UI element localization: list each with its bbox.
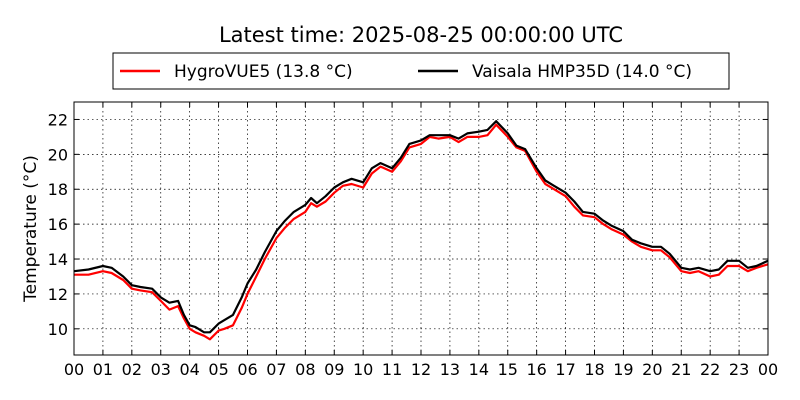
chart-title: Latest time: 2025-08-25 00:00:00 UTC [219, 23, 623, 47]
x-tick-label: 15 [498, 360, 518, 379]
x-tick-label: 00 [758, 360, 778, 379]
x-tick-label: 02 [122, 360, 142, 379]
series-layer [73, 120, 769, 341]
x-tick-label: 20 [642, 360, 662, 379]
x-tick-label: 11 [382, 360, 402, 379]
x-tick-label: 03 [151, 360, 171, 379]
x-tick-label: 16 [526, 360, 546, 379]
x-tick-label: 23 [729, 360, 749, 379]
legend: HygroVUE5 (13.8 °C) Vaisala HMP35D (14.0… [112, 52, 730, 90]
y-tick-label: 10 [48, 320, 68, 339]
x-tick-label: 09 [324, 360, 344, 379]
y-tick-label: 18 [48, 180, 68, 199]
grid [74, 102, 768, 355]
x-tick-label: 12 [411, 360, 431, 379]
x-tick-label: 05 [208, 360, 228, 379]
series-line-vaisala [73, 120, 769, 334]
y-axis: 10 12 14 16 18 20 22 [48, 110, 768, 339]
x-tick-label: 17 [555, 360, 575, 379]
x-tick-label: 04 [179, 360, 199, 379]
x-tick-label: 21 [671, 360, 691, 379]
x-tick-label: 06 [237, 360, 257, 379]
x-tick-label: 00 [64, 360, 84, 379]
x-tick-label: 19 [613, 360, 633, 379]
y-tick-label: 14 [48, 250, 68, 269]
y-tick-label: 12 [48, 285, 68, 304]
y-tick-label: 20 [48, 145, 68, 164]
y-tick-label: 22 [48, 110, 68, 129]
series-line-hygrovue5 [74, 123, 769, 341]
x-axis: 00 01 02 03 04 05 06 07 08 09 10 11 12 13 14 15 16 17 18 19… [64, 102, 778, 379]
x-tick-label: 10 [353, 360, 373, 379]
legend-label-vaisala: Vaisala HMP35D (14.0 °C) [472, 62, 692, 82]
x-tick-label: 01 [93, 360, 113, 379]
x-tick-label: 22 [700, 360, 720, 379]
y-tick-label: 16 [48, 215, 68, 234]
x-tick-label: 07 [266, 360, 286, 379]
x-tick-label: 13 [440, 360, 460, 379]
x-tick-label: 14 [469, 360, 489, 379]
y-axis-title: Temperature (°C) [21, 155, 41, 303]
legend-label-hygrovue5: HygroVUE5 (13.8 °C) [174, 62, 353, 82]
x-tick-label: 18 [584, 360, 604, 379]
x-tick-label: 08 [295, 360, 315, 379]
